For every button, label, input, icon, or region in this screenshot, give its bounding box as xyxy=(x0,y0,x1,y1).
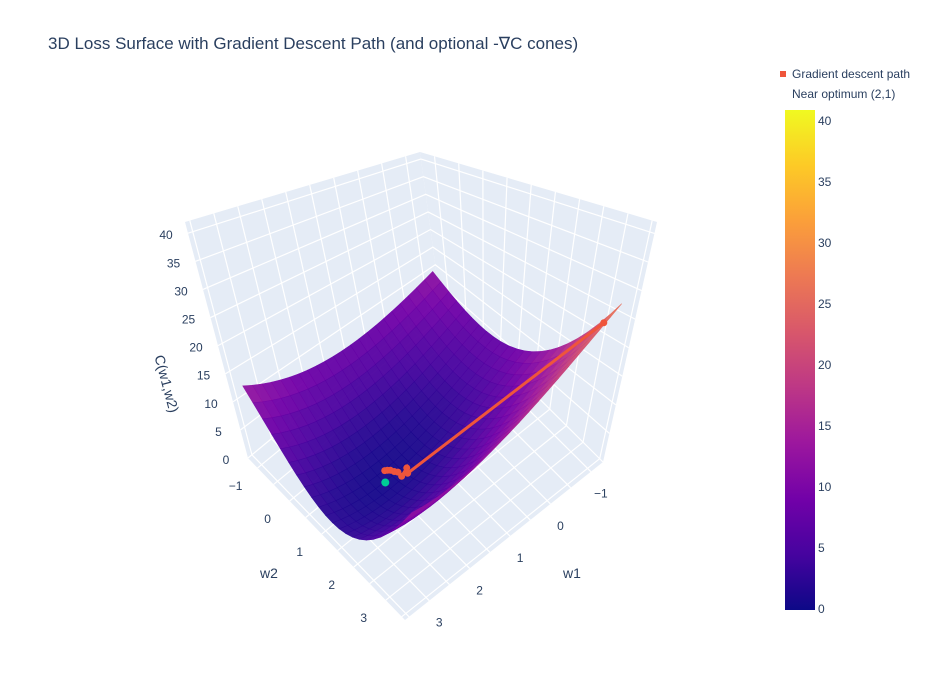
descent-path-point xyxy=(404,469,412,477)
colorbar-tick-label: 15 xyxy=(818,419,832,433)
grid-line xyxy=(369,425,567,585)
chart-title: 3D Loss Surface with Gradient Descent Pa… xyxy=(48,34,579,53)
legend-label: Near optimum (2,1) xyxy=(792,87,896,101)
z-tick-label: 15 xyxy=(197,369,211,383)
colorbar-tick-label: 5 xyxy=(818,541,825,555)
legend-item-path[interactable]: Gradient descent path xyxy=(780,64,910,84)
w1-tick-label: 2 xyxy=(476,583,483,597)
w2-tick-label: 1 xyxy=(296,545,303,559)
grid-line xyxy=(225,246,623,377)
z-tick-label: 5 xyxy=(215,425,222,439)
legend-marker xyxy=(780,91,786,97)
grid-line xyxy=(210,211,636,320)
grid-line xyxy=(401,458,601,618)
grid-line xyxy=(195,176,649,263)
colorbar-tick-label: 0 xyxy=(818,602,825,616)
colorbar-tick-label: 40 xyxy=(818,114,832,128)
grid-line xyxy=(187,158,655,235)
w1-tick-label: 0 xyxy=(557,519,564,533)
w2-tick-label: 2 xyxy=(328,578,335,592)
w1-tick-label: 3 xyxy=(436,616,443,630)
w2-tick-label: 0 xyxy=(264,512,271,526)
z-axis-title: C(w1,w2) xyxy=(151,353,182,414)
colorbar-tick-label: 25 xyxy=(818,297,832,311)
z-tick-label: 0 xyxy=(223,453,230,467)
grid-line xyxy=(217,228,630,349)
legend-label: Gradient descent path xyxy=(792,67,911,81)
descent-path-point xyxy=(403,464,411,472)
w2-tick-label: −1 xyxy=(229,479,243,493)
grid-line xyxy=(385,441,584,601)
legend: Gradient descent path Near optimum (2,1) xyxy=(780,64,910,104)
z-tick-label: 35 xyxy=(167,256,181,270)
grid-line xyxy=(202,193,642,292)
colorbar-tick-label: 20 xyxy=(818,358,832,372)
wall-w2 xyxy=(185,152,440,458)
w2-axis-title: w2 xyxy=(259,565,278,581)
w2-tick-label: 3 xyxy=(360,611,367,625)
w1-tick-label: −1 xyxy=(594,487,608,501)
colorbar xyxy=(785,110,815,610)
z-tick-label: 30 xyxy=(174,284,188,298)
z-tick-label: 20 xyxy=(189,341,203,355)
descent-path-point xyxy=(600,319,608,327)
colorbar-tick-label: 10 xyxy=(818,480,832,494)
z-tick-label: 10 xyxy=(204,397,218,411)
descent-path-point xyxy=(381,467,389,475)
colorbar-tick-label: 35 xyxy=(818,175,832,189)
legend-item-optimum[interactable]: Near optimum (2,1) xyxy=(780,84,910,104)
surface-patch xyxy=(403,507,421,522)
grid-line xyxy=(251,454,410,618)
colorbar-tick-label: 30 xyxy=(818,236,832,250)
w1-axis-title: w1 xyxy=(562,565,581,581)
optimum-marker xyxy=(381,478,390,487)
z-tick-label: 40 xyxy=(159,228,173,242)
legend-marker xyxy=(780,71,786,77)
z-tick-label: 25 xyxy=(182,313,196,327)
w1-tick-label: 1 xyxy=(517,551,524,565)
wall-w1 xyxy=(420,152,657,462)
